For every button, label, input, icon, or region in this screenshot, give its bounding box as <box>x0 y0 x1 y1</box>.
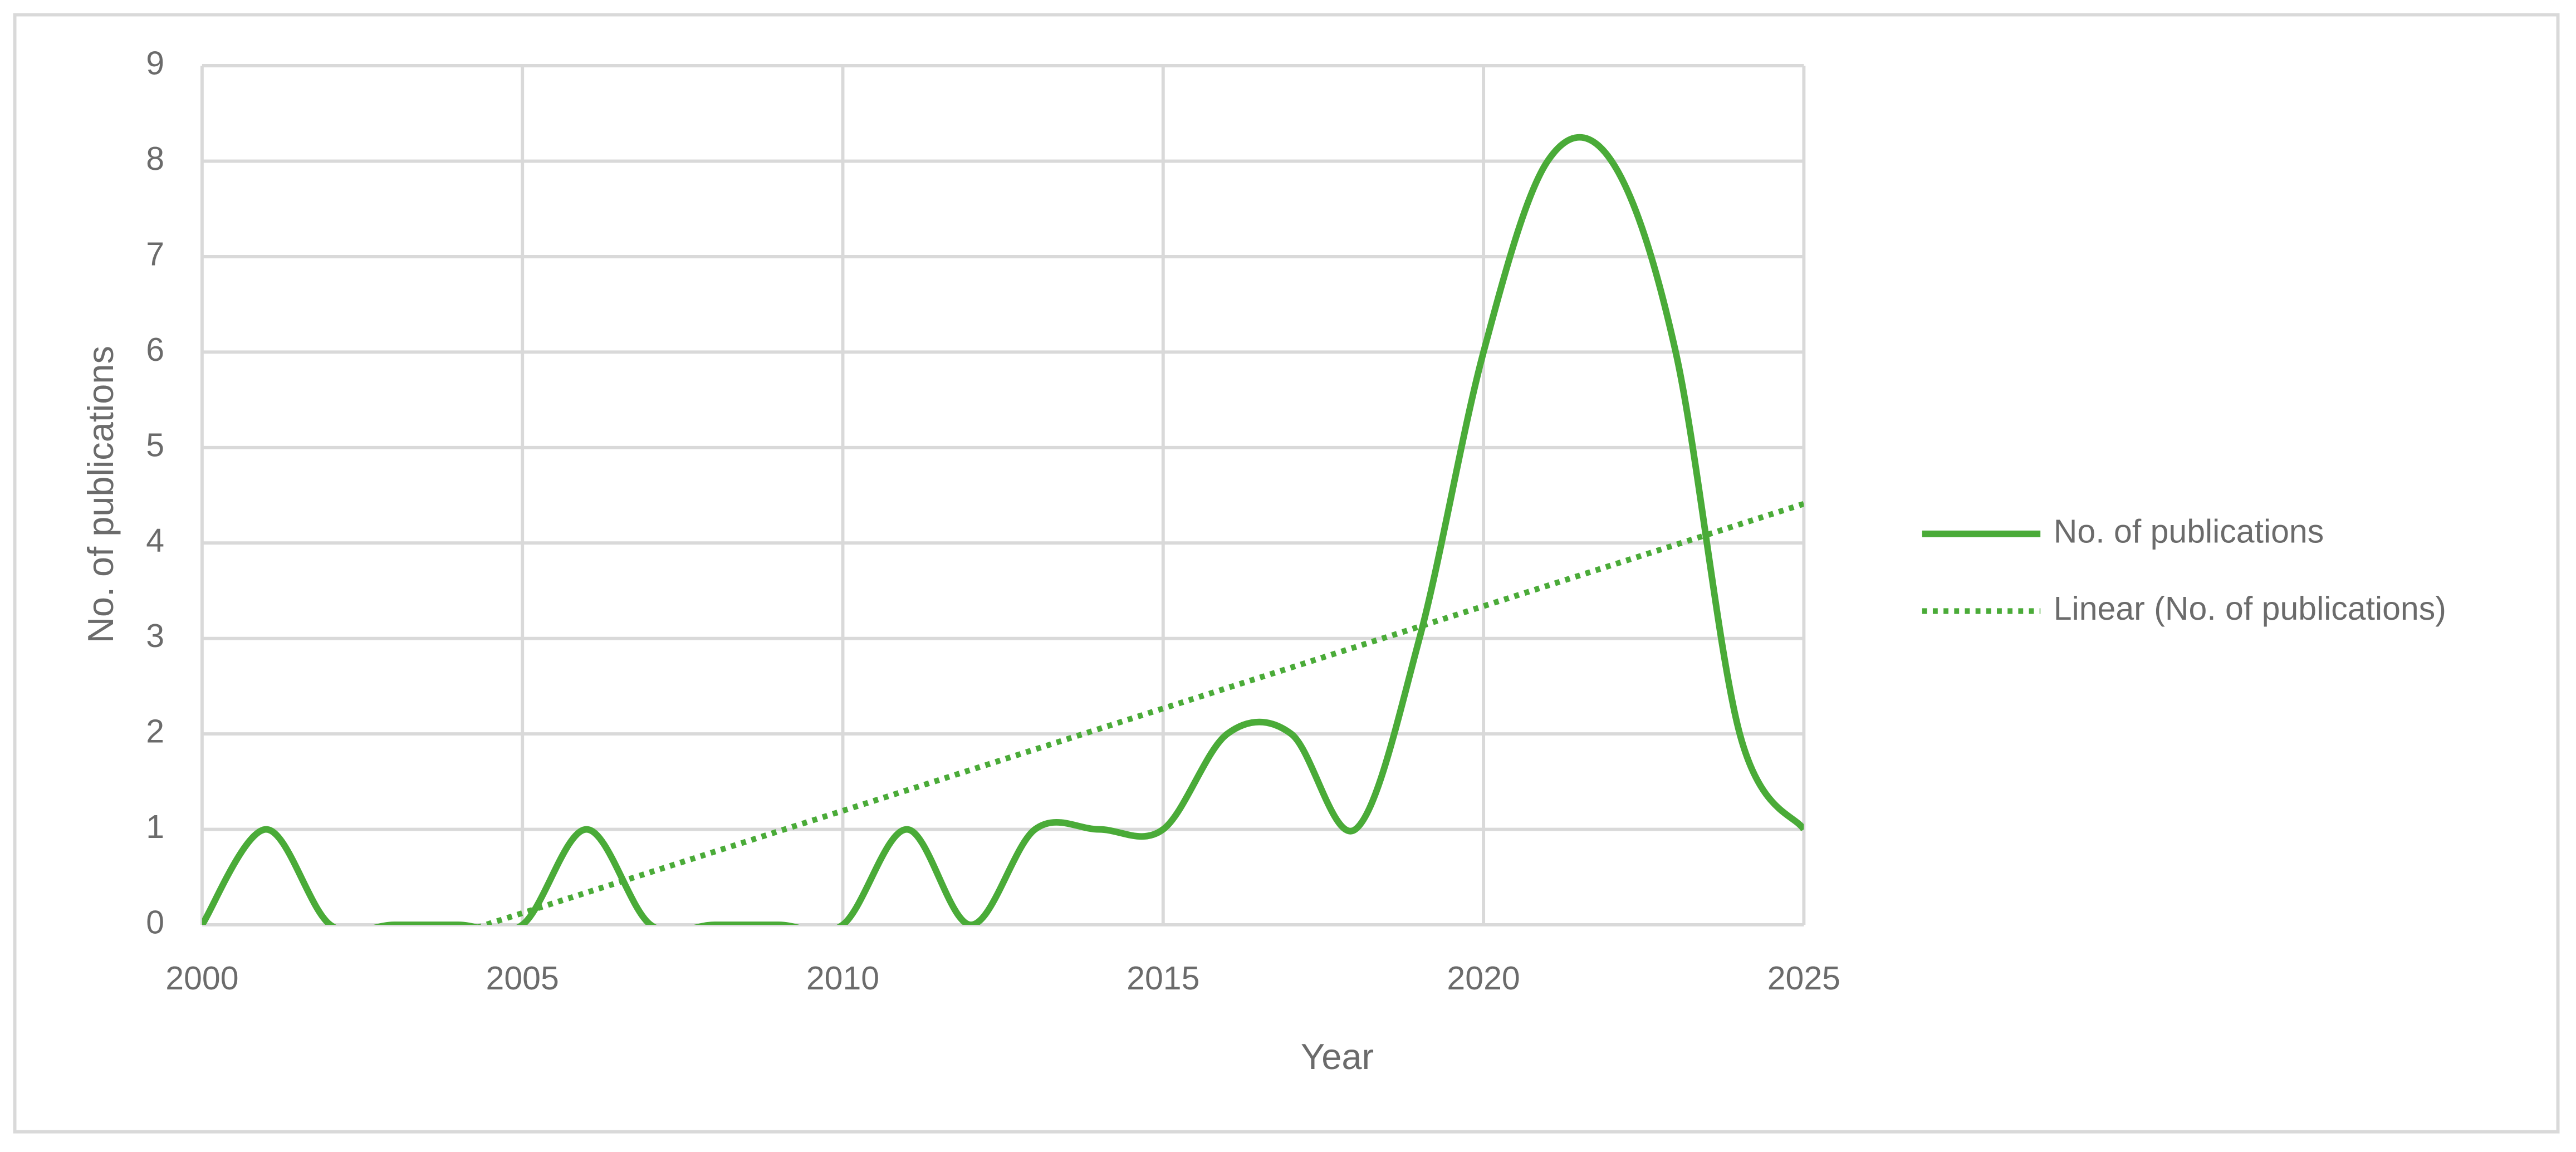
x-axis-title: Year <box>1301 1036 1374 1077</box>
y-tick-label: 9 <box>146 45 164 82</box>
x-tick-label: 2025 <box>1767 960 1840 997</box>
y-tick-label: 7 <box>146 236 164 272</box>
x-tick-label: 2020 <box>1447 960 1520 997</box>
legend-label: No. of publications <box>2054 513 2324 550</box>
y-tick-label: 0 <box>146 904 164 941</box>
y-tick-label: 3 <box>146 617 164 654</box>
y-tick-label: 8 <box>146 140 164 177</box>
plot-area <box>202 134 1804 925</box>
y-axis-title: No. of publications <box>80 346 121 643</box>
x-tick-label: 2015 <box>1127 960 1199 997</box>
legend-label: Linear (No. of publications) <box>2054 590 2446 627</box>
data-line <box>202 134 1804 925</box>
y-tick-label: 1 <box>146 808 164 845</box>
x-tick-label: 2005 <box>486 960 559 997</box>
y-tick-label: 4 <box>146 522 164 559</box>
x-tick-label: 2000 <box>165 960 238 997</box>
chart-border <box>13 13 2560 1134</box>
y-tick-label: 5 <box>146 427 164 463</box>
y-tick-label: 2 <box>146 713 164 750</box>
trendline <box>476 501 1804 925</box>
y-tick-label: 6 <box>146 331 164 368</box>
x-tick-label: 2010 <box>806 960 879 997</box>
